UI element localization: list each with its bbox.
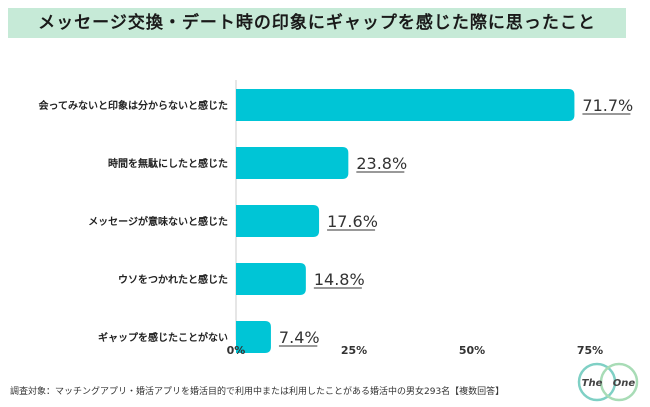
category-label: 時間を無駄にしたと感じた [108, 157, 228, 170]
category-label: メッセージが意味ないと感じた [88, 215, 228, 228]
logo-left-text: The [582, 378, 603, 389]
bar [236, 321, 271, 353]
value-label: 17.6% [327, 212, 378, 231]
value-label: 23.8% [356, 154, 407, 173]
bar [236, 205, 320, 237]
bar [236, 263, 306, 295]
value-label: 14.8% [314, 270, 365, 289]
title-band [8, 8, 626, 38]
x-tick-label: 0% [227, 344, 246, 357]
category-label: ギャップを感じたことがない [98, 331, 228, 344]
category-label: ウソをつかれたと感じた [118, 273, 228, 286]
bar [236, 89, 575, 121]
the-one-logo: The One [577, 362, 639, 402]
x-tick-label: 50% [459, 344, 485, 357]
footnote: 調査対象：マッチングアプリ・婚活アプリを婚活目的で利用中または利用したことがある… [10, 387, 505, 397]
category-label: 会ってみないと印象は分からないと感じた [39, 99, 229, 112]
value-label: 7.4% [279, 328, 320, 347]
x-tick-label: 75% [577, 344, 603, 357]
x-tick-label: 25% [341, 344, 367, 357]
chart-title: メッセージ交換・デート時の印象にギャップを感じた際に思ったこと [38, 13, 596, 33]
logo-right-text: One [613, 378, 636, 389]
bar [236, 147, 349, 179]
value-label: 71.7% [582, 96, 633, 115]
